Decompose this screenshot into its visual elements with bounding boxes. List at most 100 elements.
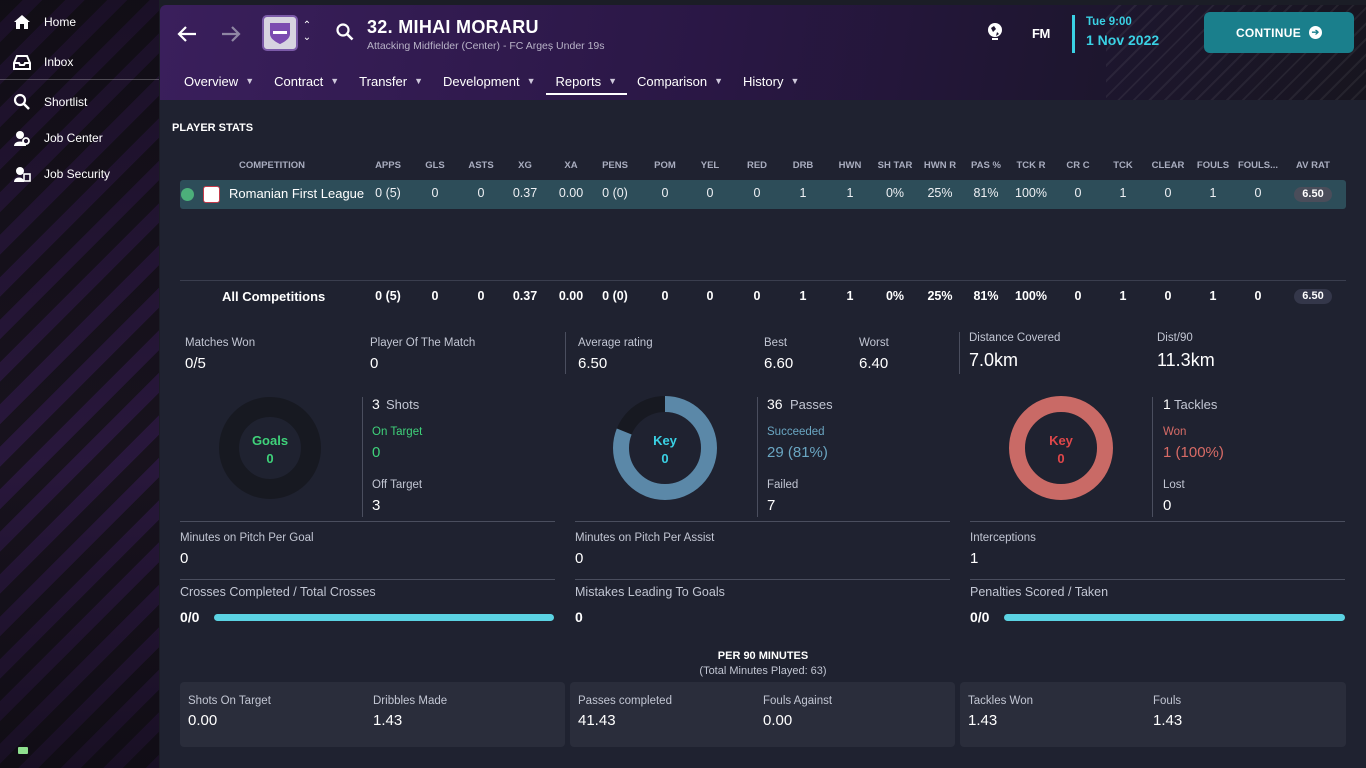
tab-label: Development [443, 73, 520, 89]
column-header[interactable]: FOULS [1196, 160, 1230, 171]
per90-value: 1.43 [1153, 712, 1183, 729]
competition-name: Romanian First League [229, 186, 365, 201]
column-header[interactable]: AV RAT [1296, 160, 1330, 171]
column-header[interactable]: XA [564, 160, 578, 171]
totals-cell: 1 [799, 289, 807, 303]
totals-cell: 0 (5) [375, 289, 401, 303]
table-cell: 0 [753, 186, 761, 200]
tab-label: Reports [555, 73, 602, 89]
table-cell: 81% [973, 186, 999, 200]
tab-overview[interactable]: Overview ▼ [174, 67, 264, 95]
column-header[interactable]: FOULS... [1237, 160, 1279, 171]
column-header[interactable]: APPS [375, 160, 401, 171]
shots-count: 3 [372, 396, 380, 412]
fm-logo[interactable]: FM [1032, 26, 1050, 41]
club-crest-icon[interactable] [262, 15, 298, 51]
player-stats-panel: PLAYER STATS COMPETITION Romanian First … [160, 100, 1366, 768]
column-header[interactable]: COMPETITION [239, 160, 305, 171]
divider [180, 521, 555, 522]
globe-icon[interactable] [986, 21, 1004, 48]
per90-card [960, 682, 1346, 747]
totals-cell: 0 [477, 289, 485, 303]
column-header[interactable]: XG [518, 160, 532, 171]
per90-value: 0.00 [763, 712, 793, 729]
sidebar-item-job-center[interactable]: Job Center [0, 120, 159, 156]
failed-label: Failed [767, 479, 799, 491]
column-header[interactable]: RED [746, 160, 768, 171]
per90-card [570, 682, 955, 747]
donut-label: Goals [251, 433, 289, 448]
per90-label: Shots On Target [188, 695, 271, 707]
table-cell: 0.00 [558, 186, 584, 200]
column-header[interactable]: TCK R [1016, 160, 1046, 171]
table-cell: 0 (5) [375, 186, 401, 200]
totals-cell: 1 [1209, 289, 1217, 303]
on-target-value: 0 [372, 444, 381, 461]
column-header[interactable]: HWN [838, 160, 862, 171]
sidebar-item-label: Job Security [44, 167, 111, 181]
avg-rating-value: 6.50 [578, 355, 608, 372]
column-header[interactable]: CLEAR [1151, 160, 1185, 171]
continue-button[interactable]: CONTINUE ➔ [1204, 12, 1354, 53]
off-target-label: Off Target [372, 479, 423, 491]
column-header[interactable]: GLS [425, 160, 445, 171]
sidebar-item-label: Inbox [44, 54, 74, 69]
competition-logo-icon [203, 186, 220, 203]
column-header[interactable]: ASTS [468, 160, 494, 171]
sidebar-item-job-security[interactable]: Job Security [0, 156, 159, 192]
table-cell: 0 [1074, 186, 1082, 200]
crest-switch-icon[interactable]: ⌃ ⌄ [302, 20, 312, 43]
chevron-down-icon: ▼ [245, 76, 255, 86]
player-subtitle[interactable]: Attacking Midfielder (Center) - FC Argeș… [367, 40, 605, 52]
column-header[interactable]: CR C [1066, 160, 1090, 171]
sidebar-item-shortlist[interactable]: Shortlist [0, 84, 159, 120]
per90-title: PER 90 MINUTES [717, 650, 809, 662]
rating-badge: 6.50 [1294, 187, 1332, 202]
tab-comparison[interactable]: Comparison ▼ [627, 67, 733, 95]
best-value: 6.60 [764, 355, 794, 372]
sidebar-item-label: Home [44, 15, 77, 29]
divider [565, 332, 566, 374]
column-header[interactable]: SH TAR [877, 160, 913, 171]
check-icon [181, 188, 194, 201]
sidebar-item-inbox[interactable]: Inbox [0, 44, 159, 80]
column-header[interactable]: TCK [1113, 160, 1133, 171]
table-cell: 25% [927, 186, 953, 200]
tab-label: Overview [184, 73, 239, 89]
matches-won-label: Matches Won [185, 337, 256, 349]
divider [180, 579, 555, 580]
passes-title: Passes [790, 397, 833, 412]
per90-label: Tackles Won [968, 695, 1033, 707]
per90-value: 1.43 [373, 712, 403, 729]
tab-history[interactable]: History ▼ [733, 67, 809, 95]
column-header[interactable]: HWN R [923, 160, 957, 171]
divider [575, 521, 950, 522]
column-header[interactable]: YEL [700, 160, 720, 171]
interceptions-value: 1 [970, 550, 979, 567]
table-row[interactable] [180, 180, 1346, 209]
chevron-down-icon: ▼ [526, 76, 536, 86]
tab-development[interactable]: Development ▼ [433, 67, 546, 95]
table-cell: 0.37 [512, 186, 538, 200]
table-cell: 1 [1209, 186, 1217, 200]
search-icon[interactable] [336, 23, 354, 46]
dist90-label: Dist/90 [1157, 332, 1193, 344]
best-label: Best [764, 337, 788, 349]
table-cell: 1 [846, 186, 854, 200]
tab-transfer[interactable]: Transfer ▼ [349, 67, 433, 95]
divider [970, 579, 1345, 580]
totals-label: All Competitions [222, 289, 326, 304]
mistakes-value: 0 [575, 609, 583, 625]
sidebar-item-home[interactable]: Home [0, 4, 159, 40]
tab-contract[interactable]: Contract ▼ [264, 67, 349, 95]
crosses-value: 0/0 [180, 609, 200, 625]
column-header[interactable]: DRB [792, 160, 814, 171]
keyboard-icon[interactable] [18, 747, 28, 754]
tab-reports[interactable]: Reports ▼ [545, 67, 628, 95]
column-header[interactable]: POM [654, 160, 676, 171]
forward-arrow-icon[interactable] [218, 23, 244, 45]
back-arrow-icon[interactable] [174, 23, 200, 45]
column-header[interactable]: PAS % [971, 160, 1001, 171]
column-header[interactable]: PENS [602, 160, 628, 171]
continue-arrow-icon: ➔ [1309, 26, 1323, 39]
